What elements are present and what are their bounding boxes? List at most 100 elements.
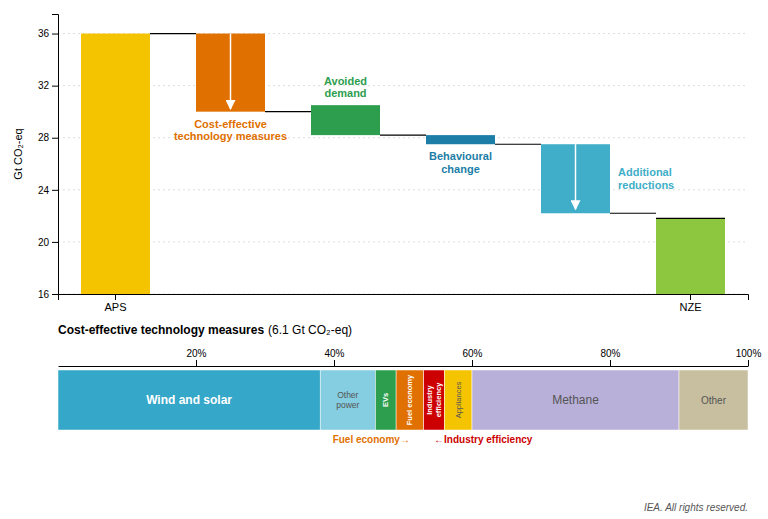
y-axis-tick-mark — [52, 294, 58, 295]
x-axis-tick-label: 60% — [462, 348, 482, 359]
x-axis-tick-mark — [748, 360, 749, 366]
y-axis-tick: 28 — [38, 132, 58, 143]
y-axis-tick-label: 32 — [38, 80, 50, 91]
y-axis-tick-label: 20 — [38, 237, 50, 248]
bar-segment — [444, 370, 472, 430]
x-axis-tick-mark — [334, 360, 335, 366]
y-axis-tick: 16 — [38, 289, 58, 300]
bar — [426, 135, 495, 144]
segment-label-line: EVs — [381, 393, 390, 407]
x-axis-tick-label: APS — [104, 301, 126, 313]
segment-label: Fuel economy — [405, 374, 414, 425]
y-axis-line — [52, 15, 59, 295]
x-axis-tick-mark — [196, 360, 197, 366]
segment-label-line: Wind and solar — [146, 393, 232, 407]
bar-segment — [320, 370, 375, 430]
x-axis-tick-label: NZE — [680, 301, 702, 313]
end-line — [656, 218, 725, 219]
segment-label: Otherpower — [336, 390, 359, 410]
arrow — [230, 34, 232, 110]
segment-label: Methane — [552, 393, 599, 407]
footer: IEA. All rights reserved. — [644, 502, 748, 513]
segment-label-line: efficiency — [434, 382, 443, 417]
y-axis-tick: 24 — [38, 185, 58, 196]
segment-label-group: Industryefficiency — [425, 382, 443, 417]
connector — [265, 111, 311, 112]
marks — [81, 34, 725, 294]
y-axis-tick-label: 36 — [38, 28, 50, 39]
segment-label-line: Other — [701, 395, 727, 406]
bar-segment — [396, 370, 424, 430]
x-axis: 20% 40% 60% 80% 100% — [59, 348, 762, 367]
x-axis-tick: 60% — [462, 348, 482, 366]
y-axis-tick-label: 16 — [38, 289, 50, 300]
grid — [58, 34, 748, 294]
annotation-line: ←Industry efficiency — [434, 434, 533, 445]
y-axis: 16 20 24 28 32 36 — [38, 15, 59, 300]
segment-label-group: Other — [701, 395, 727, 406]
segment-label: EVs — [381, 393, 390, 407]
bar-segment — [58, 370, 320, 430]
y-axis-title: Gt CO₂-eq — [12, 128, 24, 179]
x-axis-tick: 80% — [600, 348, 620, 366]
segment-label-group: Fuel economy — [405, 374, 414, 425]
y-axis-tick-mark — [52, 86, 58, 87]
annotation: Fuel economy→ — [333, 434, 410, 445]
segment-label-line: Appliances — [454, 381, 463, 418]
x-axis-tick: 100% — [736, 348, 762, 366]
annotation-line: change — [441, 163, 480, 175]
annotation: Behaviouralchange — [429, 150, 492, 175]
annotation: Additionalreductions — [618, 166, 674, 191]
annotations: Cost-effectivetechnology measuresAvoided… — [174, 75, 674, 192]
grid-line — [58, 137, 748, 138]
segment-label-group: EVs — [381, 393, 390, 407]
subtitle-part: (6.1 Gt CO₂-eq) — [268, 323, 352, 337]
annotation-line: technology measures — [174, 130, 287, 142]
waterfall-chart: 16 20 24 28 32 36 APS NZE Gt CO₂-eq Cost-effectiv… — [12, 15, 749, 313]
annotation-line: Fuel economy→ — [333, 434, 410, 445]
marks — [58, 370, 748, 430]
y-axis-tick-mark — [52, 242, 58, 243]
y-axis-tick-label: 28 — [38, 132, 50, 143]
segment-label-line: Other — [337, 390, 358, 400]
bar-segment — [375, 370, 396, 430]
y-axis-tick: 32 — [38, 80, 58, 91]
x-axis-tick-mark — [115, 294, 116, 300]
segment-label: Industryefficiency — [425, 382, 443, 417]
y-axis-title-line: Gt CO₂-eq — [12, 128, 24, 179]
x-axis-tick: 20% — [186, 348, 206, 366]
segment-label: Wind and solar — [146, 393, 232, 407]
stacked-bar-chart: 20% 40% 60% 80% 100% Wind and solar Otherpower… — [58, 348, 761, 445]
x-axis-tick: 40% — [324, 348, 344, 366]
arrow — [575, 144, 577, 209]
x-axis-tick: NZE — [680, 294, 702, 313]
x-axis-tick-mark — [610, 360, 611, 366]
title: Cost-effective technology measures — [58, 323, 264, 337]
y-axis-tick-mark — [52, 34, 58, 35]
bar — [541, 144, 610, 213]
y-axis-tick-label: 24 — [38, 185, 50, 196]
segment-label: Appliances — [454, 381, 463, 418]
bar — [656, 218, 725, 294]
segment-label-line: Fuel economy — [405, 374, 414, 425]
grid-line — [58, 241, 748, 242]
x-axis-line — [59, 295, 749, 301]
x-axis-tick-mark — [690, 294, 691, 300]
segment-label-group: Appliances — [454, 381, 463, 418]
annotation-line: demand — [324, 87, 366, 99]
connector — [150, 33, 196, 34]
grid-line — [58, 85, 748, 86]
x-axis-tick-mark — [472, 360, 473, 366]
segment-label-group: Methane — [552, 393, 599, 407]
connector — [495, 144, 541, 145]
y-axis-tick-mark — [52, 138, 58, 139]
annotation-line: Cost-effective — [194, 118, 267, 130]
x-axis-line — [59, 366, 749, 367]
bar-segment — [472, 370, 679, 430]
y-axis-tick: 36 — [38, 28, 58, 39]
x-axis-tick-label: 80% — [600, 348, 620, 359]
y-axis-tick: 20 — [38, 237, 58, 248]
annotation-line: Behavioural — [429, 150, 492, 162]
segment-label: Other — [701, 395, 727, 406]
bar — [196, 34, 265, 112]
